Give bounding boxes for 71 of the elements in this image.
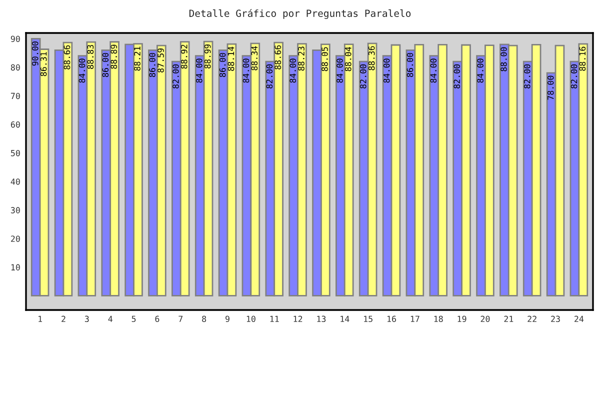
x-tick-label: 21 [504,316,514,322]
data-label: 88.99 [204,44,211,68]
data-label: 82.00 [524,64,530,88]
x-tick-label: 13 [317,316,326,322]
y-tick-label: 90 [10,36,20,42]
x-tick-label: 20 [480,316,490,322]
x-tick-label: 24 [574,316,584,322]
data-label: 84.00 [383,58,390,83]
x-tick-label: 11 [270,316,279,322]
x-tick-label: 19 [458,316,466,322]
data-label: 86.00 [102,52,109,77]
x-tick-label: 4 [108,316,112,322]
chart-title: Detalle Gráfico por Preguntas Paralelo [189,9,411,19]
data-label: 84.00 [196,58,202,83]
data-label: 82.00 [360,64,366,88]
data-label: 88.66 [64,45,70,70]
x-tick-label: 15 [364,316,372,322]
data-label: 82.00 [454,64,460,88]
data-label: 78.00 [547,76,554,100]
x-tick-label: 9 [226,316,230,322]
data-label: 87.59 [158,48,164,72]
data-label: 88.00 [500,47,507,72]
y-tick-label: 10 [11,264,20,270]
data-label: 88.36 [368,46,375,70]
data-label: 88.89 [110,44,118,69]
data-label: 86.00 [149,52,156,77]
x-tick-label: 10 [246,316,256,322]
data-label: 82.00 [266,64,273,88]
y-tick-label: 50 [10,150,20,156]
y-tick-label: 60 [10,121,20,128]
x-tick-label: 8 [202,316,206,322]
data-label: 88.05 [322,47,328,72]
x-tick-label: 5 [132,316,136,322]
data-label: 88.21 [134,46,140,71]
data-label: 88.16 [579,46,586,71]
data-label: 88.66 [274,45,282,70]
x-tick-label: 17 [410,316,420,322]
data-label: 86.00 [406,52,414,77]
x-tick-label: 22 [528,316,536,322]
data-label: 84.00 [336,58,343,83]
x-tick-label: 23 [551,316,560,322]
data-label: 86.00 [219,52,226,77]
x-tick-label: 1 [38,316,42,322]
y-tick-label: 30 [10,207,20,214]
data-label: 82.00 [570,64,578,88]
data-label: 88.04 [345,46,352,72]
data-label: 88.83 [87,44,94,69]
y-tick-label: 40 [10,178,20,185]
data-label: 86.31 [40,52,47,76]
x-tick-label: 14 [340,316,350,322]
y-tick-label: 20 [11,236,20,242]
x-tick-label: 2 [62,316,66,322]
data-label: 84.00 [78,58,86,83]
x-tick-label: 7 [178,316,183,322]
data-label: 88.34 [251,46,258,70]
x-tick-label: 6 [155,316,160,322]
y-tick-label: 70 [10,92,20,100]
y-tick-label: 80 [10,64,20,71]
x-tick-label: 12 [294,316,302,322]
x-tick-label: 3 [84,316,89,322]
data-label: 84.00 [477,58,484,83]
data-label: 82.00 [172,64,179,88]
data-label: 88.23 [298,46,304,71]
data-label: 84.00 [430,58,437,83]
data-label: 90.00 [32,42,38,66]
data-label: 88.14 [228,46,234,71]
x-tick-label: 18 [434,316,443,322]
x-tick-label: 16 [387,316,396,322]
data-label: 88.92 [180,44,188,69]
data-label: 84.00 [290,58,296,83]
data-label: 84.00 [242,58,250,83]
